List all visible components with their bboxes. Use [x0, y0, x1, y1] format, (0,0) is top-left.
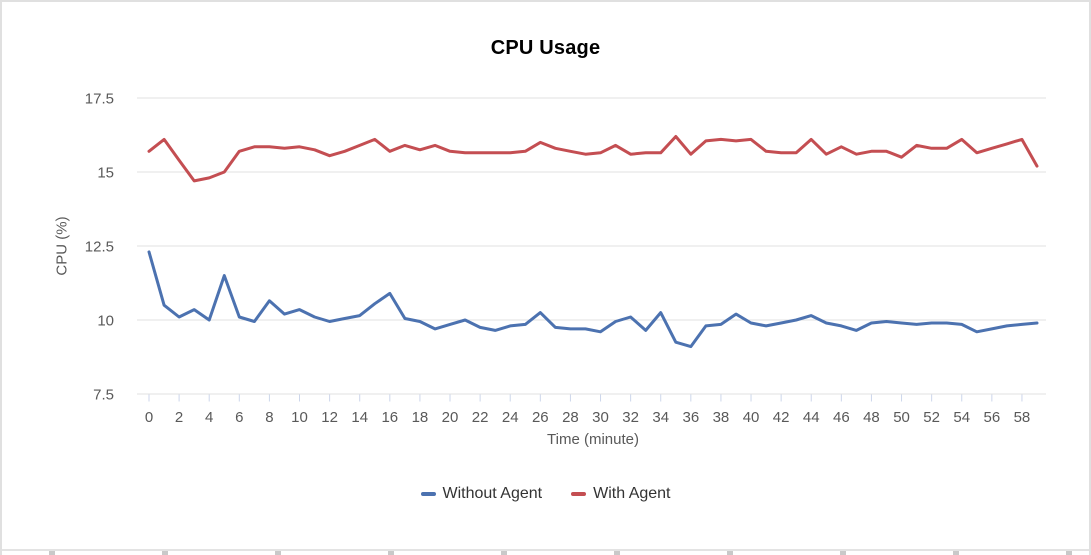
svg-text:44: 44 [803, 409, 820, 426]
legend: Without Agent With Agent [2, 485, 1089, 503]
svg-text:6: 6 [235, 409, 243, 426]
svg-text:32: 32 [622, 409, 639, 426]
y-axis-title: CPU (%) [53, 216, 71, 276]
y-axis-tick-labels: 17.5 15 12.5 10 7.5 [85, 91, 114, 404]
partial-chart-edge [2, 549, 1089, 555]
svg-text:0: 0 [145, 409, 153, 426]
svg-text:26: 26 [532, 409, 549, 426]
svg-text:16: 16 [381, 409, 398, 426]
svg-text:12.5: 12.5 [85, 239, 114, 256]
svg-text:28: 28 [562, 409, 579, 426]
series-line-0 [147, 250, 1039, 349]
svg-text:58: 58 [1014, 409, 1031, 426]
chart-title: CPU Usage [490, 37, 601, 59]
legend-item-without-agent[interactable]: Without Agent [420, 485, 543, 503]
svg-text:40: 40 [743, 409, 760, 426]
svg-text:2: 2 [175, 409, 183, 426]
svg-text:46: 46 [833, 409, 850, 426]
svg-text:52: 52 [923, 409, 940, 426]
legend-label-without-agent: Without Agent [442, 485, 543, 502]
svg-text:36: 36 [682, 409, 699, 426]
legend-marker-with-agent [571, 492, 587, 496]
svg-text:34: 34 [652, 409, 669, 426]
svg-text:54: 54 [953, 409, 970, 426]
svg-text:7.5: 7.5 [93, 387, 114, 404]
x-axis-ticks [148, 394, 1023, 402]
svg-text:10: 10 [97, 313, 114, 330]
svg-text:42: 42 [773, 409, 790, 426]
svg-text:48: 48 [863, 409, 880, 426]
svg-text:4: 4 [205, 409, 213, 426]
x-axis-title: Time (minute) [547, 431, 639, 448]
svg-text:30: 30 [592, 409, 609, 426]
legend-item-with-agent[interactable]: With Agent [571, 485, 671, 503]
svg-text:38: 38 [713, 409, 730, 426]
svg-text:8: 8 [265, 409, 273, 426]
svg-text:10: 10 [291, 409, 308, 426]
svg-text:18: 18 [412, 409, 429, 426]
svg-text:17.5: 17.5 [85, 91, 114, 108]
svg-text:12: 12 [321, 409, 338, 426]
gridlines [137, 97, 1046, 395]
svg-text:14: 14 [351, 409, 368, 426]
svg-text:24: 24 [502, 409, 519, 426]
x-axis-tick-labels: 0 2 4 6 8 10 12 14 16 18 20 22 24 26 28 30 32 34 36 38 40 42 4… [145, 409, 1030, 426]
series-line-1 [147, 135, 1039, 183]
svg-text:56: 56 [984, 409, 1001, 426]
legend-label-with-agent: With Agent [593, 485, 671, 502]
legend-marker-without-agent [420, 492, 436, 496]
svg-text:20: 20 [442, 409, 459, 426]
svg-text:50: 50 [893, 409, 910, 426]
svg-text:15: 15 [97, 165, 114, 182]
svg-text:22: 22 [472, 409, 489, 426]
